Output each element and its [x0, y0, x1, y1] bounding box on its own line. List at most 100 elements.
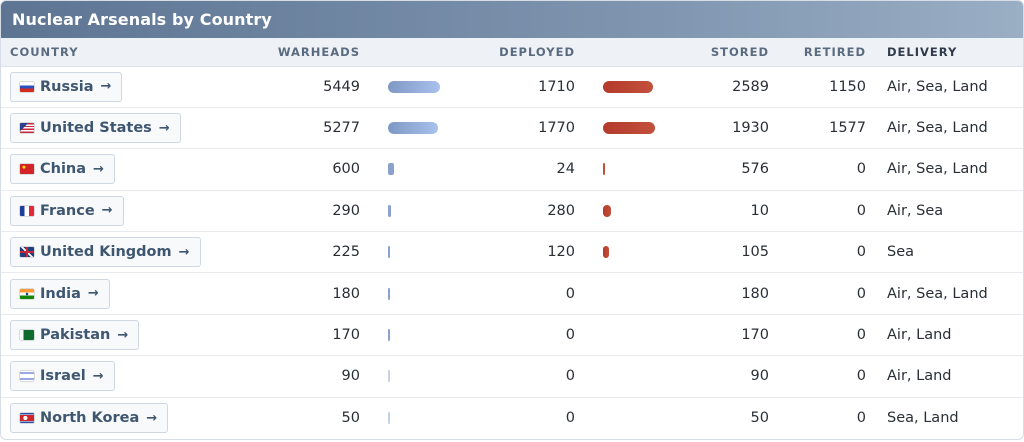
header-warheads-bar: [360, 38, 440, 66]
retired-cell: 0: [856, 161, 866, 178]
header-stored[interactable]: STORED: [710, 44, 769, 59]
country-label: Pakistan: [40, 327, 111, 344]
table-row: United Kingdom → 225 120 105 0 Sea: [1, 232, 1023, 273]
usa-flag-icon: [20, 123, 34, 134]
uk-flag-icon: [20, 247, 34, 258]
warheads-bar-cell: [360, 107, 440, 148]
country-button-russia[interactable]: Russia →: [10, 71, 123, 102]
delivery-cell: Sea: [887, 244, 915, 261]
delivery-cell: Air, Land: [887, 368, 952, 385]
warheads-bar-cell: [360, 66, 440, 107]
warheads-bar-cell: [360, 397, 440, 438]
deployed-cell: 1710: [538, 78, 575, 95]
country-button-pakistan[interactable]: Pakistan →: [10, 320, 140, 351]
stored-cell: 90: [750, 368, 769, 385]
arsenals-table: COUNTRY WARHEADS DEPLOYED STORED RETIRED…: [1, 38, 1023, 439]
arrow-right-icon: →: [178, 244, 190, 260]
warheads-bar-cell: [360, 273, 440, 314]
arrow-right-icon: →: [146, 410, 158, 426]
deployed-bar: [603, 204, 611, 217]
stored-cell: 50: [750, 410, 769, 427]
deployed-bar-cell: [575, 397, 655, 438]
country-label: China: [40, 161, 87, 178]
table-row: China → 600 24 576 0 Air, Sea, Land: [1, 149, 1023, 191]
retired-cell: 0: [856, 285, 866, 302]
header-retired[interactable]: RETIRED: [803, 44, 866, 59]
country-button-israel[interactable]: Israel →: [10, 361, 115, 392]
deployed-cell: 1770: [538, 120, 575, 137]
deployed-bar: [603, 163, 605, 176]
deployed-bar-cell: [575, 107, 655, 148]
table-row: Pakistan → 170 0 170 0 Air, Land: [1, 314, 1023, 356]
country-button-usa[interactable]: United States →: [10, 113, 181, 144]
country-label: United Kingdom: [40, 244, 172, 261]
country-label: France: [40, 202, 95, 219]
retired-cell: 0: [856, 244, 866, 261]
north-korea-flag-icon: [20, 413, 34, 424]
delivery-cell: Air, Sea: [887, 202, 944, 219]
delivery-cell: Air, Sea, Land: [887, 161, 988, 178]
arrow-right-icon: →: [92, 368, 104, 384]
deployed-bar-cell: [575, 314, 655, 355]
country-button-india[interactable]: India →: [10, 278, 110, 309]
retired-cell: 1150: [829, 78, 866, 95]
deployed-bar-cell: [575, 149, 655, 190]
table-row: France → 290 280 10 0 Air, Sea: [1, 190, 1023, 232]
pakistan-flag-icon: [20, 330, 34, 341]
warheads-cell: 50: [341, 410, 360, 427]
country-cell: United Kingdom →: [1, 232, 211, 273]
retired-cell: 1577: [829, 120, 866, 137]
deployed-cell: 0: [565, 285, 575, 302]
table-row: Russia → 5449 1710 2589 1150 Air, Sea, Land: [1, 66, 1023, 108]
country-button-france[interactable]: France →: [10, 195, 124, 226]
header-delivery[interactable]: DELIVERY: [887, 44, 958, 59]
deployed-cell: 24: [556, 161, 575, 178]
title-bar: Nuclear Arsenals by Country: [1, 1, 1023, 38]
retired-cell: 0: [856, 202, 866, 219]
warheads-cell: 5449: [323, 78, 360, 95]
warheads-cell: 90: [341, 368, 360, 385]
arrow-right-icon: →: [117, 327, 129, 343]
arrow-right-icon: →: [100, 79, 112, 95]
warheads-cell: 600: [332, 161, 360, 178]
header-deployed-bar: [575, 38, 655, 66]
warheads-bar: [388, 122, 438, 135]
country-button-north-korea[interactable]: North Korea →: [10, 403, 169, 434]
country-cell: France →: [1, 190, 211, 231]
country-label: Russia: [40, 78, 94, 95]
delivery-cell: Sea, Land: [887, 410, 959, 427]
warheads-cell: 170: [332, 327, 360, 344]
arrow-right-icon: →: [93, 161, 104, 177]
deployed-bar: [603, 80, 653, 93]
delivery-cell: Air, Sea, Land: [887, 285, 988, 302]
country-label: United States: [40, 120, 152, 137]
deployed-bar: [603, 122, 655, 135]
russia-flag-icon: [20, 81, 34, 92]
header-deployed[interactable]: DEPLOYED: [499, 44, 575, 59]
deployed-cell: 0: [565, 368, 575, 385]
header-warheads[interactable]: WARHEADS: [277, 44, 360, 59]
deployed-cell: 0: [565, 410, 575, 427]
stored-cell: 1930: [732, 120, 769, 137]
table-row: Israel → 90 0 90 0 Air, Land: [1, 356, 1023, 398]
delivery-cell: Air, Sea, Land: [887, 78, 988, 95]
header-country[interactable]: COUNTRY: [10, 44, 79, 59]
arrow-right-icon: →: [87, 286, 99, 302]
deployed-bar-cell: [575, 356, 655, 397]
country-button-uk[interactable]: United Kingdom →: [10, 237, 201, 268]
china-flag-icon: [20, 164, 34, 175]
deployed-bar-cell: [575, 190, 655, 231]
table-body: Russia → 5449 1710 2589 1150 Air, Sea, Land Uni…: [1, 66, 1023, 439]
india-flag-icon: [20, 288, 34, 299]
warheads-bar: [388, 329, 390, 342]
warheads-bar: [388, 204, 391, 217]
country-button-china[interactable]: China →: [10, 154, 115, 185]
country-cell: United States →: [1, 107, 211, 148]
country-cell: Russia →: [1, 66, 211, 107]
warheads-bar-cell: [360, 190, 440, 231]
warheads-bar-cell: [360, 314, 440, 355]
stored-cell: 105: [741, 244, 769, 261]
country-label: Israel: [40, 368, 86, 385]
stored-cell: 10: [750, 202, 769, 219]
